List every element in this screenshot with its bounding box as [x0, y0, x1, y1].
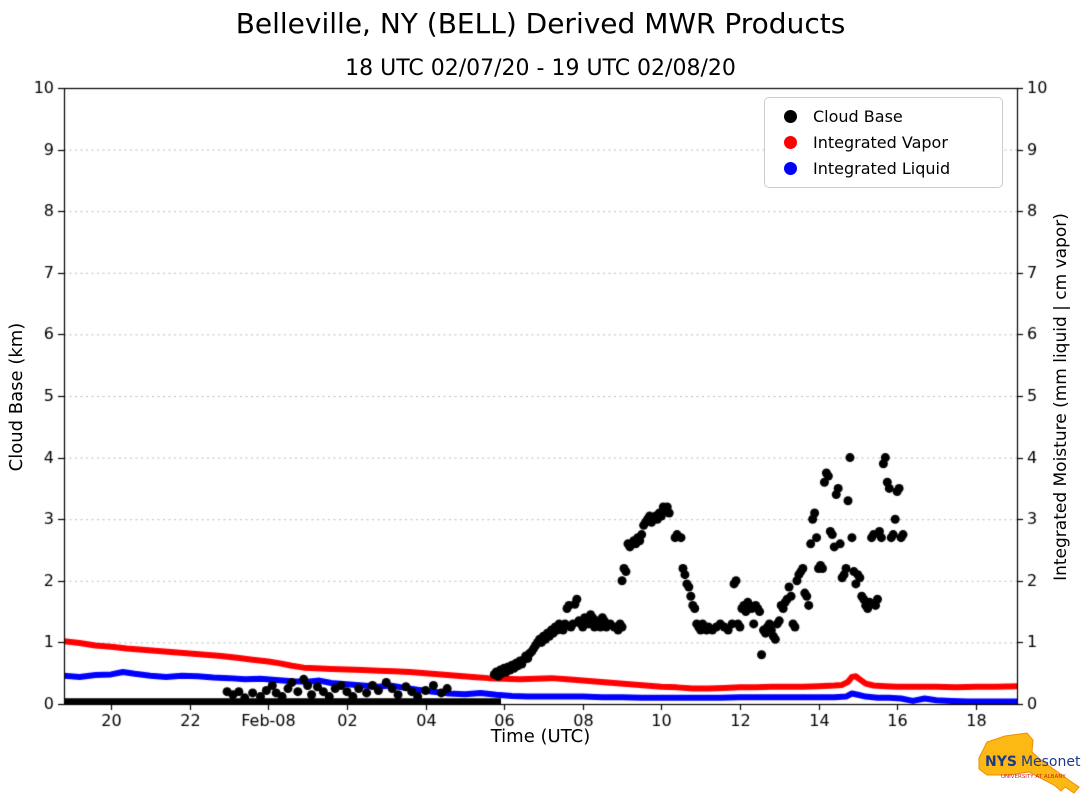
nys-mesonet-logo: NYS Mesonet UNIVERSITY AT ALBANY: [978, 732, 1081, 794]
legend-label-cloud-base: Cloud Base: [813, 107, 903, 127]
legend-label-integrated-liquid: Integrated Liquid: [813, 158, 951, 178]
y-axis-label-right: Integrated Moisture (mm liquid | cm vapo…: [1051, 213, 1071, 581]
logo-text: NYS Mesonet: [985, 754, 1081, 770]
integrated-liquid-marker-icon: [784, 161, 797, 175]
chart-title: Belleville, NY (BELL) Derived MWR Produc…: [235, 7, 846, 40]
chart-subtitle: 18 UTC 02/07/20 - 19 UTC 02/08/20: [345, 56, 736, 81]
integrated-vapor-marker-icon: [784, 135, 797, 149]
y-axis-label-left: Cloud Base (km): [6, 322, 27, 472]
legend-label-integrated-vapor: Integrated Vapor: [813, 132, 948, 152]
legend-item-integrated-vapor: Integrated Vapor: [775, 130, 1002, 155]
ny-state-shape-icon: [978, 732, 1080, 794]
legend-item-cloud-base: Cloud Base: [775, 104, 1002, 129]
legend-item-integrated-liquid: Integrated Liquid: [775, 156, 1002, 181]
cloud-base-marker-icon: [784, 110, 797, 124]
x-axis-label: Time (UTC): [490, 726, 591, 747]
logo-tagline: UNIVERSITY AT ALBANY: [1001, 774, 1066, 780]
legend: Cloud Base Integrated Vapor Integrated L…: [764, 97, 1003, 188]
